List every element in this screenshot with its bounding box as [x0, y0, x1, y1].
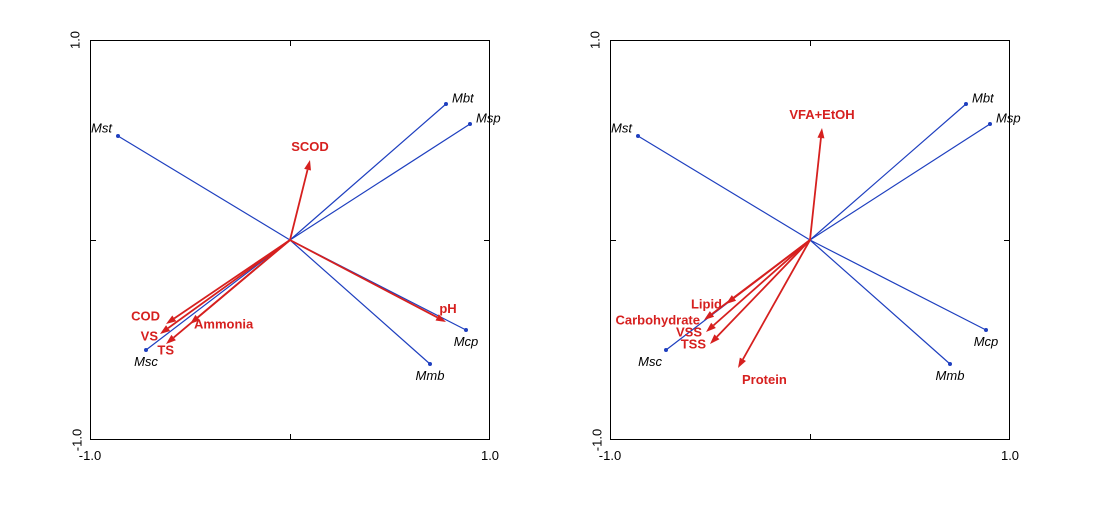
figure-canvas: -1.01.0-1.01.0MstMbtMspMcpMmbMscSCODCODA…	[0, 0, 1100, 513]
vector-layer-right	[0, 0, 1100, 513]
